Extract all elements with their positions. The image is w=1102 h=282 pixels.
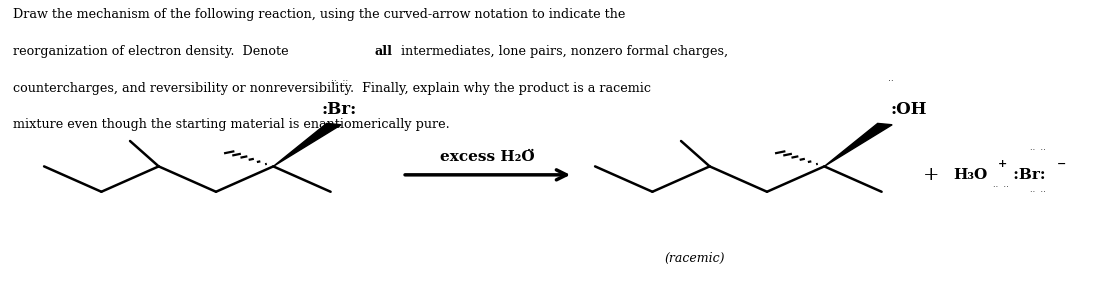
Text: H₃O: H₃O xyxy=(953,168,987,182)
Text: mixture even though the starting material is enantiomerically pure.: mixture even though the starting materia… xyxy=(13,118,450,131)
Text: :OH: :OH xyxy=(890,102,927,118)
Text: :Br:: :Br: xyxy=(1008,168,1046,182)
Text: :Br:: :Br: xyxy=(322,102,357,118)
Text: (racemic): (racemic) xyxy=(665,252,724,265)
Text: reorganization of electron density.  Denote: reorganization of electron density. Deno… xyxy=(13,45,293,58)
Text: ··  ··: ·· ·· xyxy=(332,80,347,89)
Text: excess H₂Ö: excess H₂Ö xyxy=(440,149,534,164)
Text: all: all xyxy=(374,45,392,58)
Text: ··  ··: ·· ·· xyxy=(331,77,348,86)
Text: Draw the mechanism of the following reaction, using the curved-arrow notation to: Draw the mechanism of the following reac… xyxy=(13,8,626,21)
Polygon shape xyxy=(273,124,342,166)
Text: ··  ··: ·· ·· xyxy=(1030,146,1046,155)
Text: ··: ·· xyxy=(888,77,894,86)
Text: +: + xyxy=(923,166,939,184)
Text: ··  ··: ·· ·· xyxy=(993,183,1008,192)
Text: intermediates, lone pairs, nonzero formal charges,: intermediates, lone pairs, nonzero forma… xyxy=(397,45,728,58)
Text: countercharges, and reversibility or nonreversibility.  Finally, explain why the: countercharges, and reversibility or non… xyxy=(13,82,651,95)
Polygon shape xyxy=(824,124,893,166)
Text: ··  ··: ·· ·· xyxy=(1030,188,1046,197)
Text: −: − xyxy=(1057,158,1067,169)
Text: +: + xyxy=(997,158,1006,169)
